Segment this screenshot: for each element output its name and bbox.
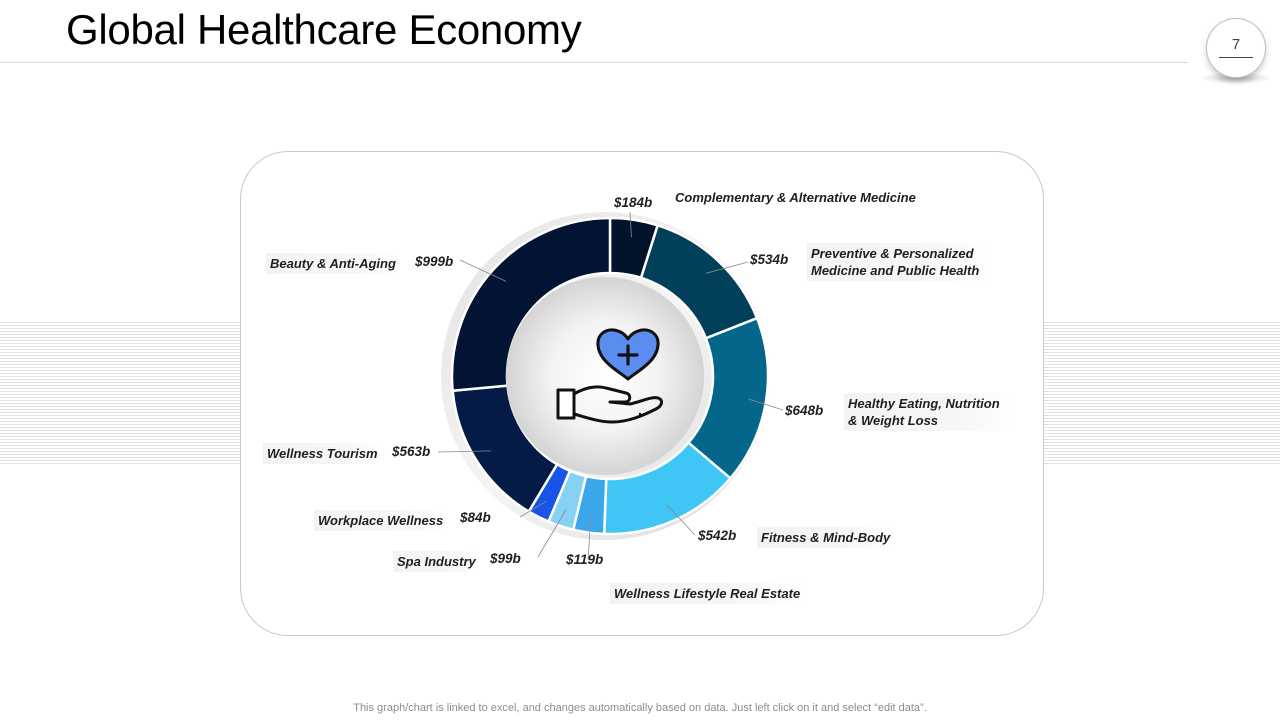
label-fitness-mind-body: Fitness & Mind-Body [757,527,895,548]
value-label-workplace: $84b [460,510,491,525]
heart-in-hand-icon [556,328,664,424]
label-workplace-wellness: Workplace Wellness [314,510,448,531]
leader-line-wellness-tourism [437,450,492,453]
page-number-shadow [1200,72,1272,84]
value-label-beauty: $999b [415,254,454,269]
leader-line-preventive-and-personalized-medicine-and-public-health [705,261,749,274]
label-preventive-personalized-medicine-text: Preventive & Personalized Medicine and P… [811,246,980,278]
donut-slices [450,216,770,536]
page-number-underline [1219,57,1253,58]
label-complementary-alternative-medicine: Complementary & Alternative Medicine [675,190,916,205]
value-label-fitness: $542b [698,528,737,543]
label-healthy-eating-nutrition: Healthy Eating, Nutrition & Weight Loss [844,393,1014,431]
label-spa-industry: Spa Industry [393,551,480,572]
value-label-spa: $99b [490,551,521,566]
leader-line-complementary-and-alternative-medicine [629,211,632,238]
page-number: 7 [1231,36,1241,53]
value-label-real-estate: $119b [566,552,604,567]
value-label-preventive: $534b [750,252,789,267]
title-divider [0,62,1188,63]
label-wellness-lifestyle-real-estate: Wellness Lifestyle Real Estate [610,583,805,604]
page-number-badge: 7 [1206,18,1266,78]
leader-line-beauty-and-anti-aging [459,259,507,282]
footnote: This graph/chart is linked to excel, and… [353,702,927,714]
leader-lines [437,211,784,561]
leader-line-workplace-wellness [519,500,547,518]
page-title: Global Healthcare Economy [66,6,582,53]
leader-line-fitness-and-mind-body [666,504,696,536]
value-label-wellness-tourism: $563b [392,444,431,459]
label-preventive-personalized-medicine: Preventive & Personalized Medicine and P… [807,243,991,281]
decorative-band-right [1040,322,1280,464]
label-healthy-eating-nutrition-text: Healthy Eating, Nutrition & Weight Loss [848,396,1000,428]
leader-line-healthy-eating-nutrition-and-weight-loss [748,398,784,411]
leader-line-spa-industry [537,509,567,558]
value-label-healthy-eating: $648b [785,403,824,418]
label-wellness-tourism: Wellness Tourism [263,443,382,464]
leader-line-wellness-lifestyle-real-estate [587,515,592,561]
donut-center-disc [506,277,704,475]
value-label-complementary: $184b [614,195,653,210]
decorative-band-left [0,322,246,464]
label-beauty-anti-aging: Beauty & Anti-Aging [266,253,400,274]
